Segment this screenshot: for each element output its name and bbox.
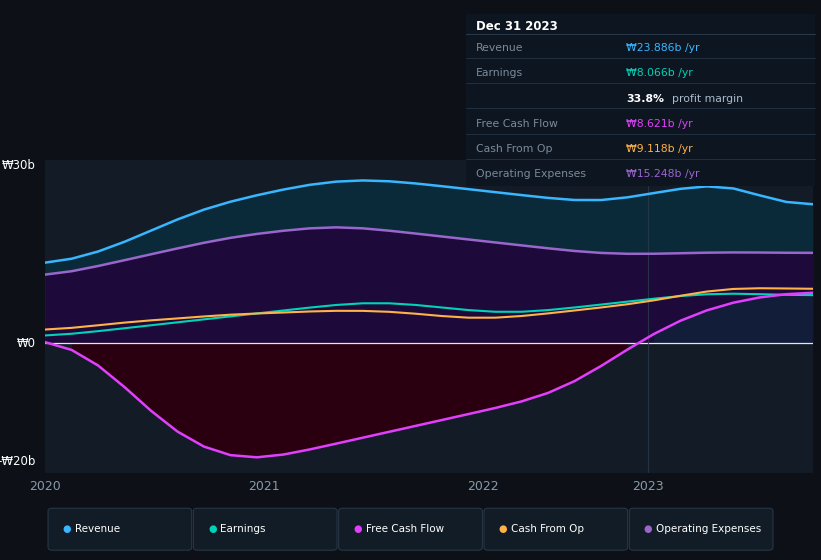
Text: 2020: 2020 bbox=[30, 480, 61, 493]
Text: profit margin: profit margin bbox=[672, 94, 742, 104]
Text: 2021: 2021 bbox=[248, 480, 280, 493]
Text: Operating Expenses: Operating Expenses bbox=[476, 169, 586, 179]
Text: ₩8.066b /yr: ₩8.066b /yr bbox=[626, 68, 693, 78]
Text: ₩30b: ₩30b bbox=[2, 159, 36, 172]
Text: ₩15.248b /yr: ₩15.248b /yr bbox=[626, 169, 700, 179]
Text: ●: ● bbox=[353, 524, 362, 534]
Text: ₩8.621b /yr: ₩8.621b /yr bbox=[626, 119, 693, 129]
Text: ₩0: ₩0 bbox=[17, 337, 36, 349]
Text: -₩20b: -₩20b bbox=[0, 455, 36, 468]
Text: ●: ● bbox=[62, 524, 71, 534]
Text: Cash From Op: Cash From Op bbox=[476, 144, 553, 154]
Text: ₩9.118b /yr: ₩9.118b /yr bbox=[626, 144, 693, 154]
Text: Revenue: Revenue bbox=[75, 524, 120, 534]
Text: ₩23.886b /yr: ₩23.886b /yr bbox=[626, 43, 700, 53]
Text: Earnings: Earnings bbox=[476, 68, 523, 78]
Text: Cash From Op: Cash From Op bbox=[511, 524, 584, 534]
Text: Operating Expenses: Operating Expenses bbox=[657, 524, 762, 534]
Text: Dec 31 2023: Dec 31 2023 bbox=[476, 20, 558, 33]
Text: Revenue: Revenue bbox=[476, 43, 524, 53]
Text: Free Cash Flow: Free Cash Flow bbox=[366, 524, 444, 534]
Text: Free Cash Flow: Free Cash Flow bbox=[476, 119, 558, 129]
Text: 2023: 2023 bbox=[632, 480, 663, 493]
Text: 33.8%: 33.8% bbox=[626, 94, 664, 104]
Text: ●: ● bbox=[498, 524, 507, 534]
Text: Earnings: Earnings bbox=[220, 524, 266, 534]
Text: 2022: 2022 bbox=[467, 480, 498, 493]
Text: ●: ● bbox=[644, 524, 653, 534]
Text: ●: ● bbox=[208, 524, 217, 534]
